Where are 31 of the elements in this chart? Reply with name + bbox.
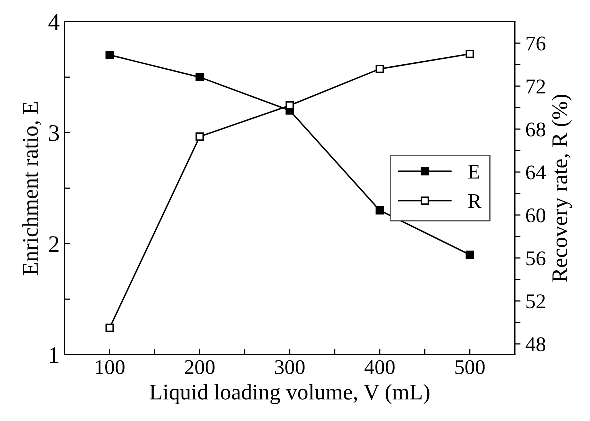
y-axis-title: Enrichment ratio, E: [22, 102, 42, 276]
y2-tick-label: 68: [526, 122, 546, 137]
y2-tick-label: 48: [526, 338, 546, 352]
x-tick-label: 500: [456, 360, 485, 374]
y2-tick-label: 60: [526, 208, 546, 223]
x-tick-label: 400: [364, 360, 395, 374]
point: [106, 324, 114, 332]
point: [196, 73, 204, 82]
y-tick-label: 4: [48, 14, 60, 30]
x-tick-label: 100: [96, 360, 125, 374]
point: [376, 64, 384, 74]
x-tick-label: 200: [185, 360, 215, 374]
legend-label: R: [468, 194, 482, 208]
x-axis-title: Liquid loading volume, V (mL): [150, 384, 430, 404]
y2-tick-label: 56: [526, 252, 546, 266]
point: [466, 50, 474, 58]
point: [466, 250, 474, 260]
y2-tick-label: 72: [526, 80, 546, 94]
y-tick-label: 2: [49, 236, 59, 252]
point: [106, 51, 114, 60]
point: [286, 102, 294, 110]
y-tick-label: 3: [49, 125, 60, 142]
y2-tick-label: 52: [526, 294, 546, 309]
y2-tick-label: 64: [526, 166, 546, 180]
point: [196, 132, 204, 141]
y2-tick-label: 76: [526, 36, 546, 51]
x-tick-label: 300: [275, 360, 305, 374]
y2-axis-title: Recovery rate, R (%): [552, 94, 572, 282]
legend-label: E: [468, 165, 480, 179]
y-tick-label: 1: [50, 348, 59, 364]
point: [376, 206, 384, 215]
